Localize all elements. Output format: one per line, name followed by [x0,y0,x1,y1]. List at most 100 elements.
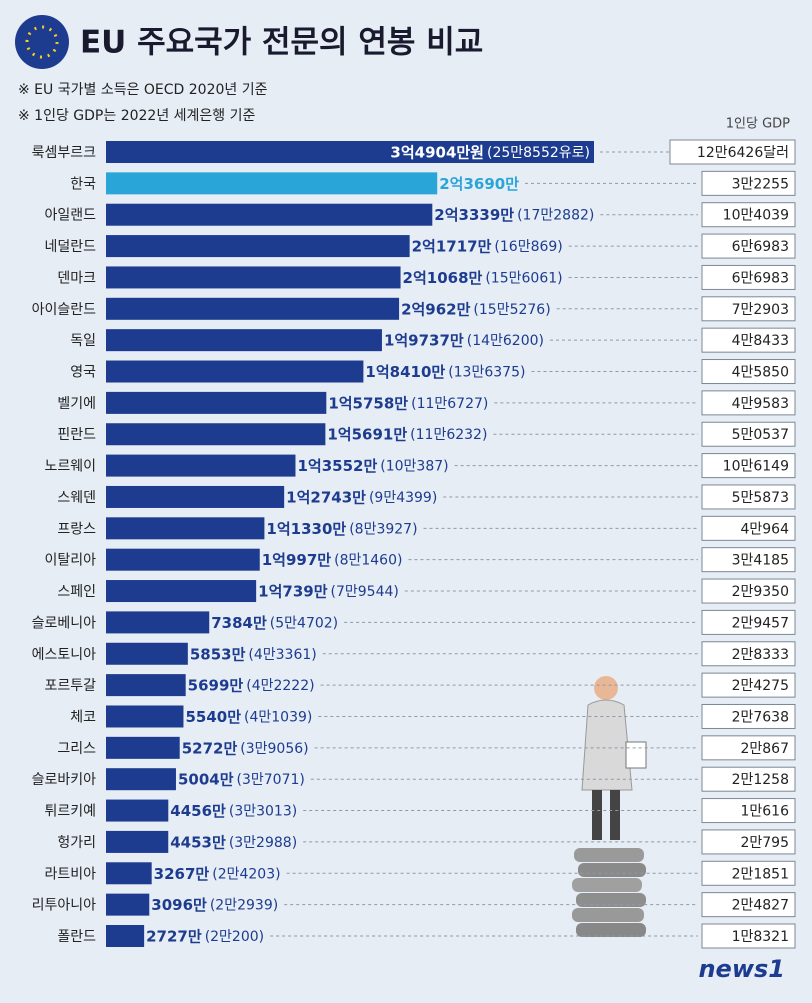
value-label: 5853만 [190,645,246,663]
euro-label: (14만6200) [467,333,544,349]
gdp-label: 12만6426달러 [697,145,789,161]
gdp-box [701,766,796,792]
value-label: 5272만 [182,739,238,757]
bar [106,266,401,289]
bar [106,768,176,791]
euro-label: (15만5276) [473,302,550,318]
gdp-box [701,578,796,604]
gdp-label: 4만9583 [732,396,789,412]
category-label: 리투아니아 [32,898,97,914]
gdp-box [701,296,796,322]
gdp-label: 2만795 [740,835,789,851]
bar [106,674,186,697]
gdp-label: 2만1258 [732,772,789,788]
category-label: 노르웨이 [44,459,96,475]
category-label: 헝가리 [57,835,96,851]
bar [106,391,327,414]
gdp-label: 2만9457 [732,615,789,631]
eu-flag [15,15,69,69]
gdp-box [701,892,796,918]
value-label: 1억3552만 [297,457,377,475]
note: ※ 1인당 GDP는 2022년 세계은행 기준 [18,108,256,124]
gdp-box [701,484,796,510]
gdp-box [701,703,796,729]
value-label: 1억997만 [262,551,332,569]
euro-label: (4만3361) [248,647,316,663]
bar [106,736,180,759]
gdp-box [669,139,796,165]
value-label: 1억739만 [258,583,328,601]
euro-label: (25만8552유로) [487,145,590,161]
category-label: 덴마크 [57,270,96,286]
gdp-label: 4만5850 [732,365,789,381]
bar [106,423,326,446]
value-label: 2억3339만 [434,206,514,224]
value-label: 2억1717만 [412,238,492,256]
euro-label: (4만2222) [246,678,314,694]
gdp-label: 1만8321 [732,929,789,945]
value-label: 1억1330만 [266,520,346,538]
value-label: 5004만 [178,771,234,789]
category-label: 스웨덴 [57,490,96,506]
value-label: 1억8410만 [365,363,445,381]
gdp-box [701,860,796,886]
doctor-illustration [572,676,647,937]
value-label: 1억5691만 [327,426,407,444]
euro-label: (3만9056) [240,741,308,757]
gdp-box [701,923,796,949]
value-label: 4456만 [170,802,226,820]
value-label: 1억9737만 [384,332,464,350]
category-label: 포르투갈 [44,678,96,694]
gdp-box [701,829,796,855]
category-label: 벨기에 [57,396,96,412]
euro-label: (10만387) [380,459,448,475]
gdp-box [701,390,796,416]
gdp-label: 2만4827 [732,898,789,914]
category-label: 영국 [70,365,96,381]
bar [106,235,410,258]
category-label: 네덜란드 [44,239,96,255]
category-label: 튀르키예 [44,804,96,820]
category-label: 이탈리아 [44,553,96,569]
chart-title: EU 주요국가 전문의 연봉 비교 [80,25,483,61]
euro-label: (13만6375) [448,365,525,381]
euro-label: (15만6061) [485,270,562,286]
gdp-box [701,453,796,479]
value-label: 1억2743만 [286,488,366,506]
category-label: 체코 [70,709,96,725]
euro-label: (3만3013) [229,804,297,820]
gdp-label: 2만4275 [732,678,789,694]
euro-label: (11만6727) [411,396,488,412]
gdp-box [701,264,796,290]
euro-label: (11만6232) [410,427,487,443]
euro-label: (2만2939) [210,898,278,914]
gdp-label: 2만867 [740,741,789,757]
category-label: 슬로베니아 [32,615,97,631]
gdp-label: 6만6983 [732,270,789,286]
value-label: 2억962만 [401,300,471,318]
gdp-label: 10만4039 [723,208,789,224]
gdp-box [701,170,796,196]
value-label: 1억5758만 [328,394,408,412]
bar [106,830,169,853]
gdp-box [701,202,796,228]
value-label: 3억4904만원 [390,144,484,162]
bar [106,297,400,320]
gdp-label: 5만5873 [732,490,789,506]
gdp-box [701,547,796,573]
euro-label: (3만2988) [229,835,297,851]
value-label: 3267만 [154,865,210,883]
gdp-label: 2만1851 [732,866,789,882]
gdp-label: 5만0537 [732,427,789,443]
gdp-label: 3만4185 [732,553,789,569]
bar [106,141,594,163]
bar [106,203,433,226]
gdp-box [701,672,796,698]
gdp-label: 3만2255 [732,176,789,192]
gdp-label: 4만964 [740,521,789,537]
euro-label: (8만3927) [349,521,417,537]
gdp-header: 1인당 GDP [726,117,790,132]
category-label: 라트비아 [44,866,96,882]
euro-label: (5만4702) [270,615,338,631]
